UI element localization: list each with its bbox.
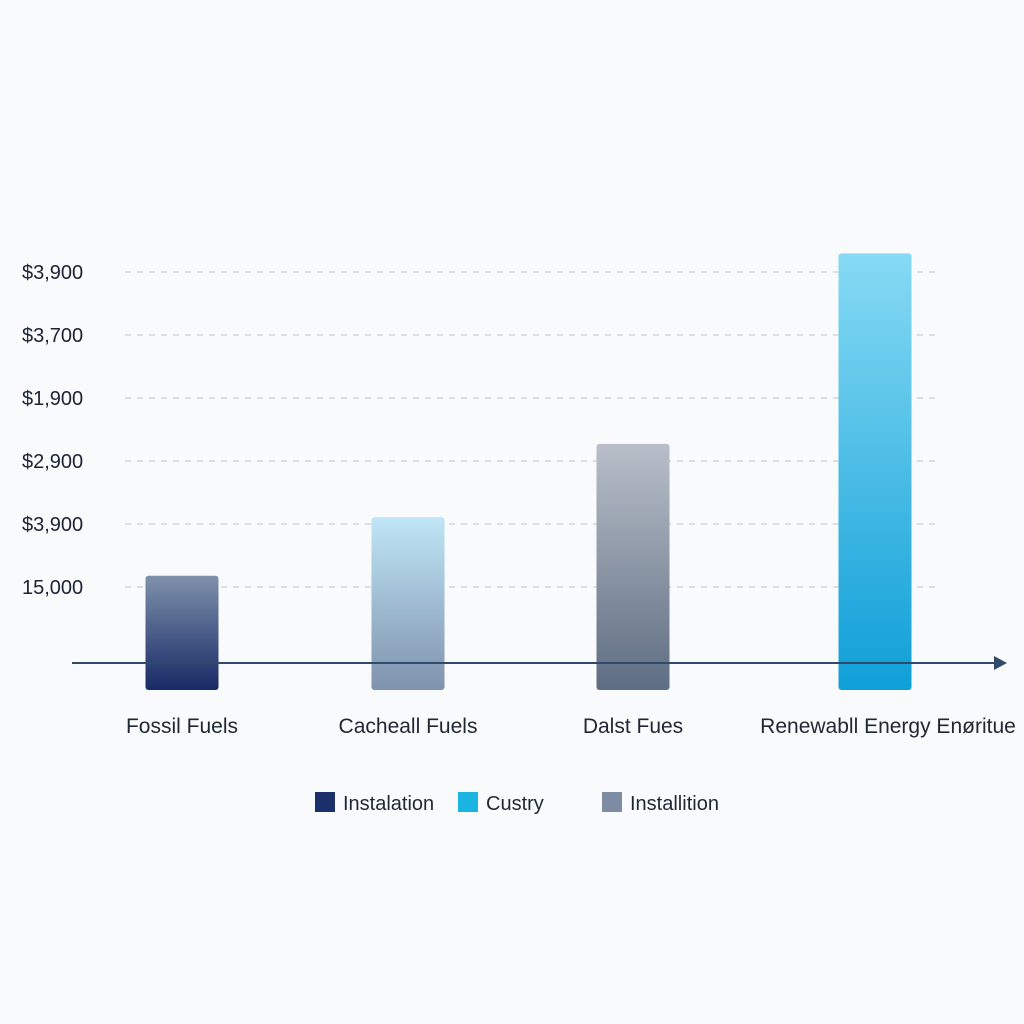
legend: Instalation Custry Installition bbox=[315, 792, 719, 815]
bars bbox=[145, 253, 912, 690]
y-axis-ticks: 15,000 $3,900 $2,900 $1,900 $3,700 $3,900 bbox=[22, 262, 83, 599]
legend-label: Custry bbox=[486, 793, 544, 815]
legend-swatch bbox=[602, 792, 622, 812]
y-tick-label: $3,700 bbox=[22, 325, 83, 347]
y-tick-label: $2,900 bbox=[22, 451, 83, 473]
legend-label: Installition bbox=[630, 793, 719, 815]
y-tick-label: $3,900 bbox=[22, 262, 83, 284]
bar bbox=[371, 517, 445, 690]
y-tick-label: $3,900 bbox=[22, 514, 83, 536]
category-label: Cacheall Fuels bbox=[339, 715, 478, 738]
legend-swatch bbox=[315, 792, 335, 812]
legend-swatch bbox=[458, 792, 478, 812]
bar bbox=[838, 253, 912, 690]
x-axis-arrow-icon bbox=[994, 656, 1007, 670]
bar bbox=[596, 443, 670, 690]
category-label: Dalst Fues bbox=[583, 715, 683, 738]
category-labels: Fossil Fuels Cacheall Fuels Dalst Fues Rene… bbox=[126, 715, 1016, 738]
gridlines bbox=[125, 271, 935, 588]
category-label: Renewabll Energy Enøritue bbox=[760, 715, 1016, 738]
y-tick-label: $1,900 bbox=[22, 388, 83, 410]
x-axis bbox=[72, 656, 1007, 670]
bar bbox=[145, 575, 219, 690]
legend-label: Instalation bbox=[343, 793, 434, 815]
y-tick-label: 15,000 bbox=[22, 577, 83, 599]
category-label: Fossil Fuels bbox=[126, 715, 238, 738]
